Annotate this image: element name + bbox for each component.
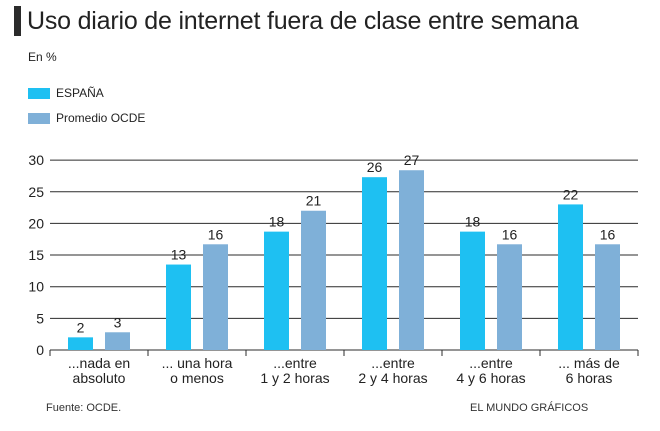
bar-ocde bbox=[497, 244, 522, 350]
y-tick-label: 5 bbox=[36, 310, 44, 326]
x-category-label: ...nada en bbox=[68, 355, 130, 371]
data-label: 26 bbox=[367, 159, 383, 175]
bar-spain bbox=[460, 231, 485, 350]
bar-ocde bbox=[399, 170, 424, 350]
data-label: 16 bbox=[208, 226, 224, 242]
bar-spain bbox=[166, 264, 191, 350]
bar-ocde bbox=[203, 244, 228, 350]
data-label: 18 bbox=[465, 214, 481, 230]
x-category-label: ... una hora bbox=[162, 355, 233, 371]
x-category-label: ...entre bbox=[469, 355, 513, 371]
data-label: 18 bbox=[269, 214, 285, 230]
bar-spain bbox=[68, 337, 93, 350]
legend-item-ocde: Promedio OCDE bbox=[28, 111, 145, 125]
legend-item-spain: ESPAÑA bbox=[28, 86, 104, 100]
x-category-label: o menos bbox=[170, 370, 224, 386]
credit-note: EL MUNDO GRÁFICOS bbox=[470, 402, 589, 414]
x-category-label: 6 horas bbox=[566, 370, 613, 386]
y-tick-label: 20 bbox=[28, 215, 44, 231]
x-category-label: absoluto bbox=[73, 370, 126, 386]
legend-swatch-ocde bbox=[28, 112, 50, 124]
data-label: 16 bbox=[600, 226, 616, 242]
legend-label-spain: ESPAÑA bbox=[56, 86, 104, 100]
data-label: 16 bbox=[502, 226, 518, 242]
data-label: 22 bbox=[563, 186, 579, 202]
y-tick-label: 15 bbox=[28, 247, 44, 263]
y-tick-label: 10 bbox=[28, 279, 44, 295]
data-label: 2 bbox=[77, 319, 85, 335]
x-category-label: 4 y 6 horas bbox=[456, 370, 525, 386]
bar-ocde bbox=[301, 210, 326, 350]
bar-ocde bbox=[105, 332, 130, 350]
title-accent-bar bbox=[14, 6, 21, 36]
data-label: 27 bbox=[404, 152, 420, 168]
x-category-label: 1 y 2 horas bbox=[260, 370, 329, 386]
data-label: 3 bbox=[114, 314, 122, 330]
x-category-label: 2 y 4 horas bbox=[358, 370, 427, 386]
legend-label-ocde: Promedio OCDE bbox=[56, 111, 146, 125]
x-category-label: ...entre bbox=[371, 355, 415, 371]
title-block: Uso diario de internet fuera de clase en… bbox=[14, 6, 579, 36]
unit-label: En % bbox=[28, 50, 57, 64]
bar-ocde bbox=[595, 244, 620, 350]
y-tick-label: 30 bbox=[28, 152, 44, 168]
data-label: 13 bbox=[171, 247, 187, 263]
x-category-label: ...entre bbox=[273, 355, 317, 371]
bar-spain bbox=[264, 231, 289, 350]
source-note: Fuente: OCDE. bbox=[46, 402, 122, 414]
legend-swatch-spain bbox=[28, 87, 50, 99]
bar-spain bbox=[558, 204, 583, 350]
chart-title: Uso diario de internet fuera de clase en… bbox=[27, 6, 579, 35]
y-tick-label: 25 bbox=[28, 184, 44, 200]
data-label: 21 bbox=[306, 193, 322, 209]
x-category-label: ... más de bbox=[558, 355, 620, 371]
bar-spain bbox=[362, 177, 387, 350]
y-tick-label: 0 bbox=[36, 342, 44, 358]
